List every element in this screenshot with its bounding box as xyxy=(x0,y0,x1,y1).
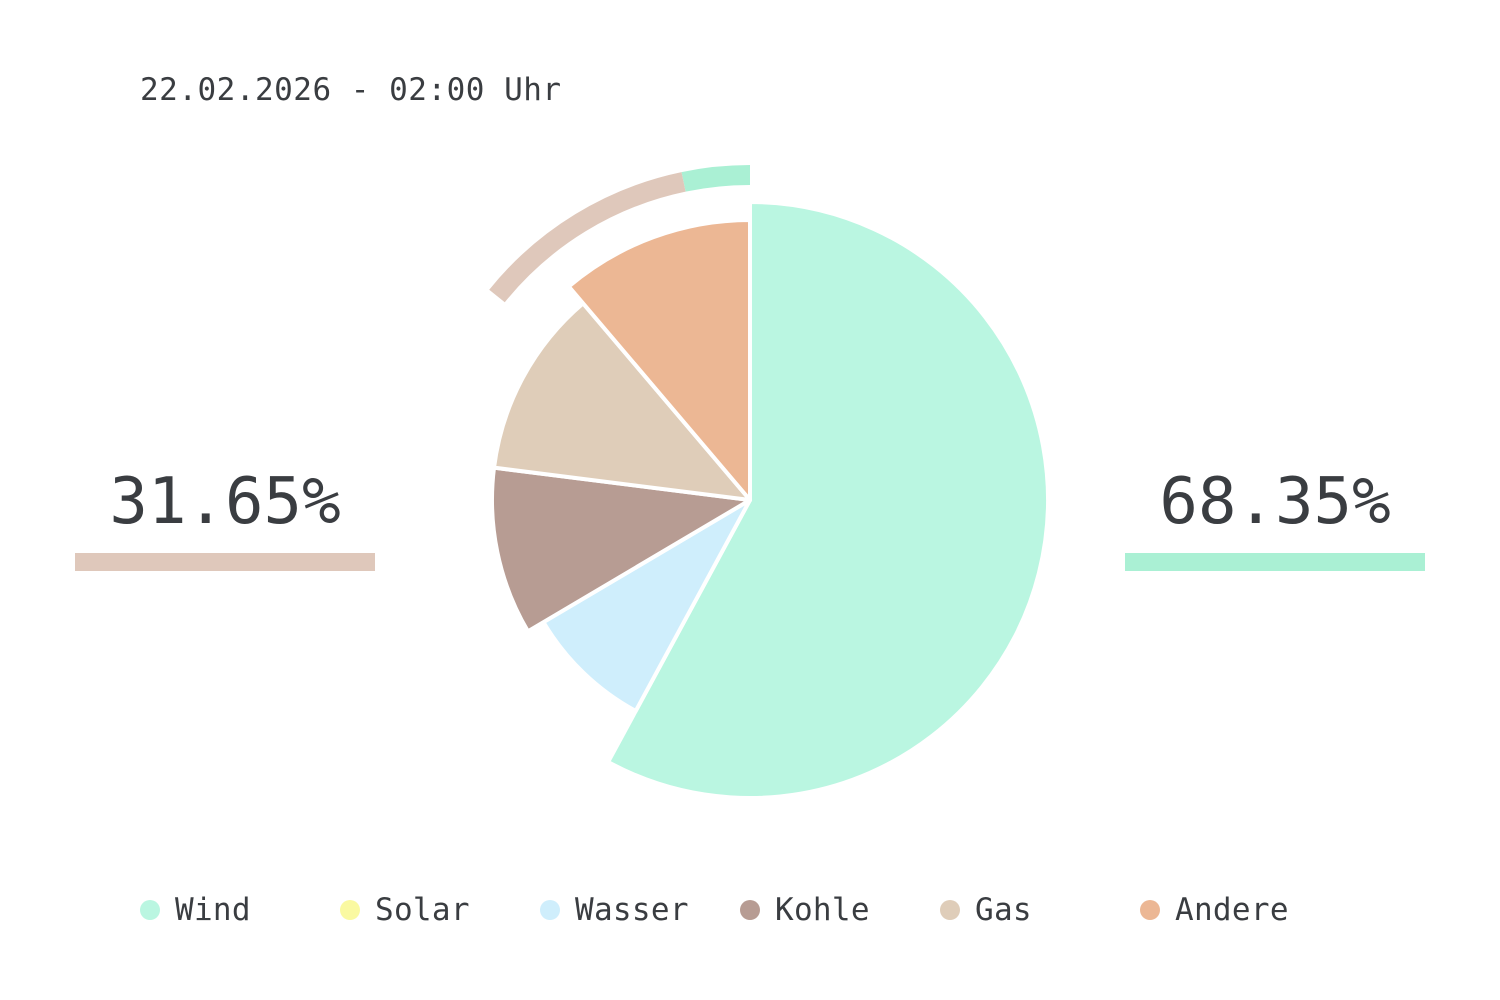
outer-ring-conventional xyxy=(489,172,686,303)
renewable-bar xyxy=(1125,553,1425,571)
legend-label-wasser: Wasser xyxy=(575,892,689,928)
conventional-bar xyxy=(75,553,375,571)
renewable-percentage: 68.35% xyxy=(1159,465,1391,539)
pie-slice-gas[interactable] xyxy=(492,301,752,502)
legend-item-andere[interactable]: Andere xyxy=(1140,890,1289,930)
legend-item-wasser[interactable]: Wasser xyxy=(540,890,689,930)
pie-slice-kohle[interactable] xyxy=(490,465,752,634)
legend-label-andere: Andere xyxy=(1175,892,1289,928)
legend-item-wind[interactable]: Wind xyxy=(140,890,251,930)
legend-label-gas: Gas xyxy=(975,892,1032,928)
pie-slice-wind[interactable] xyxy=(606,200,1050,800)
legend-dot-wind xyxy=(140,900,160,920)
timestamp: 22.02.2026 - 02:00 Uhr xyxy=(140,72,562,108)
legend-label-wind: Wind xyxy=(175,892,251,928)
legend-label-kohle: Kohle xyxy=(775,892,870,928)
legend-label-solar: Solar xyxy=(375,892,470,928)
legend-dot-andere xyxy=(1140,900,1160,920)
legend-dot-kohle xyxy=(740,900,760,920)
conventional-percentage: 31.65% xyxy=(109,465,341,539)
legend-item-kohle[interactable]: Kohle xyxy=(740,890,870,930)
pie-slice-wasser[interactable] xyxy=(541,498,752,714)
legend: Wind Solar Wasser Kohle Gas Andere xyxy=(140,890,1380,930)
pie-slice-andere[interactable] xyxy=(566,218,752,502)
legend-item-gas[interactable]: Gas xyxy=(940,890,1032,930)
legend-item-solar[interactable]: Solar xyxy=(340,890,470,930)
legend-dot-wasser xyxy=(540,900,560,920)
outer-ring-renewable xyxy=(681,165,751,192)
legend-dot-solar xyxy=(340,900,360,920)
legend-dot-gas xyxy=(940,900,960,920)
